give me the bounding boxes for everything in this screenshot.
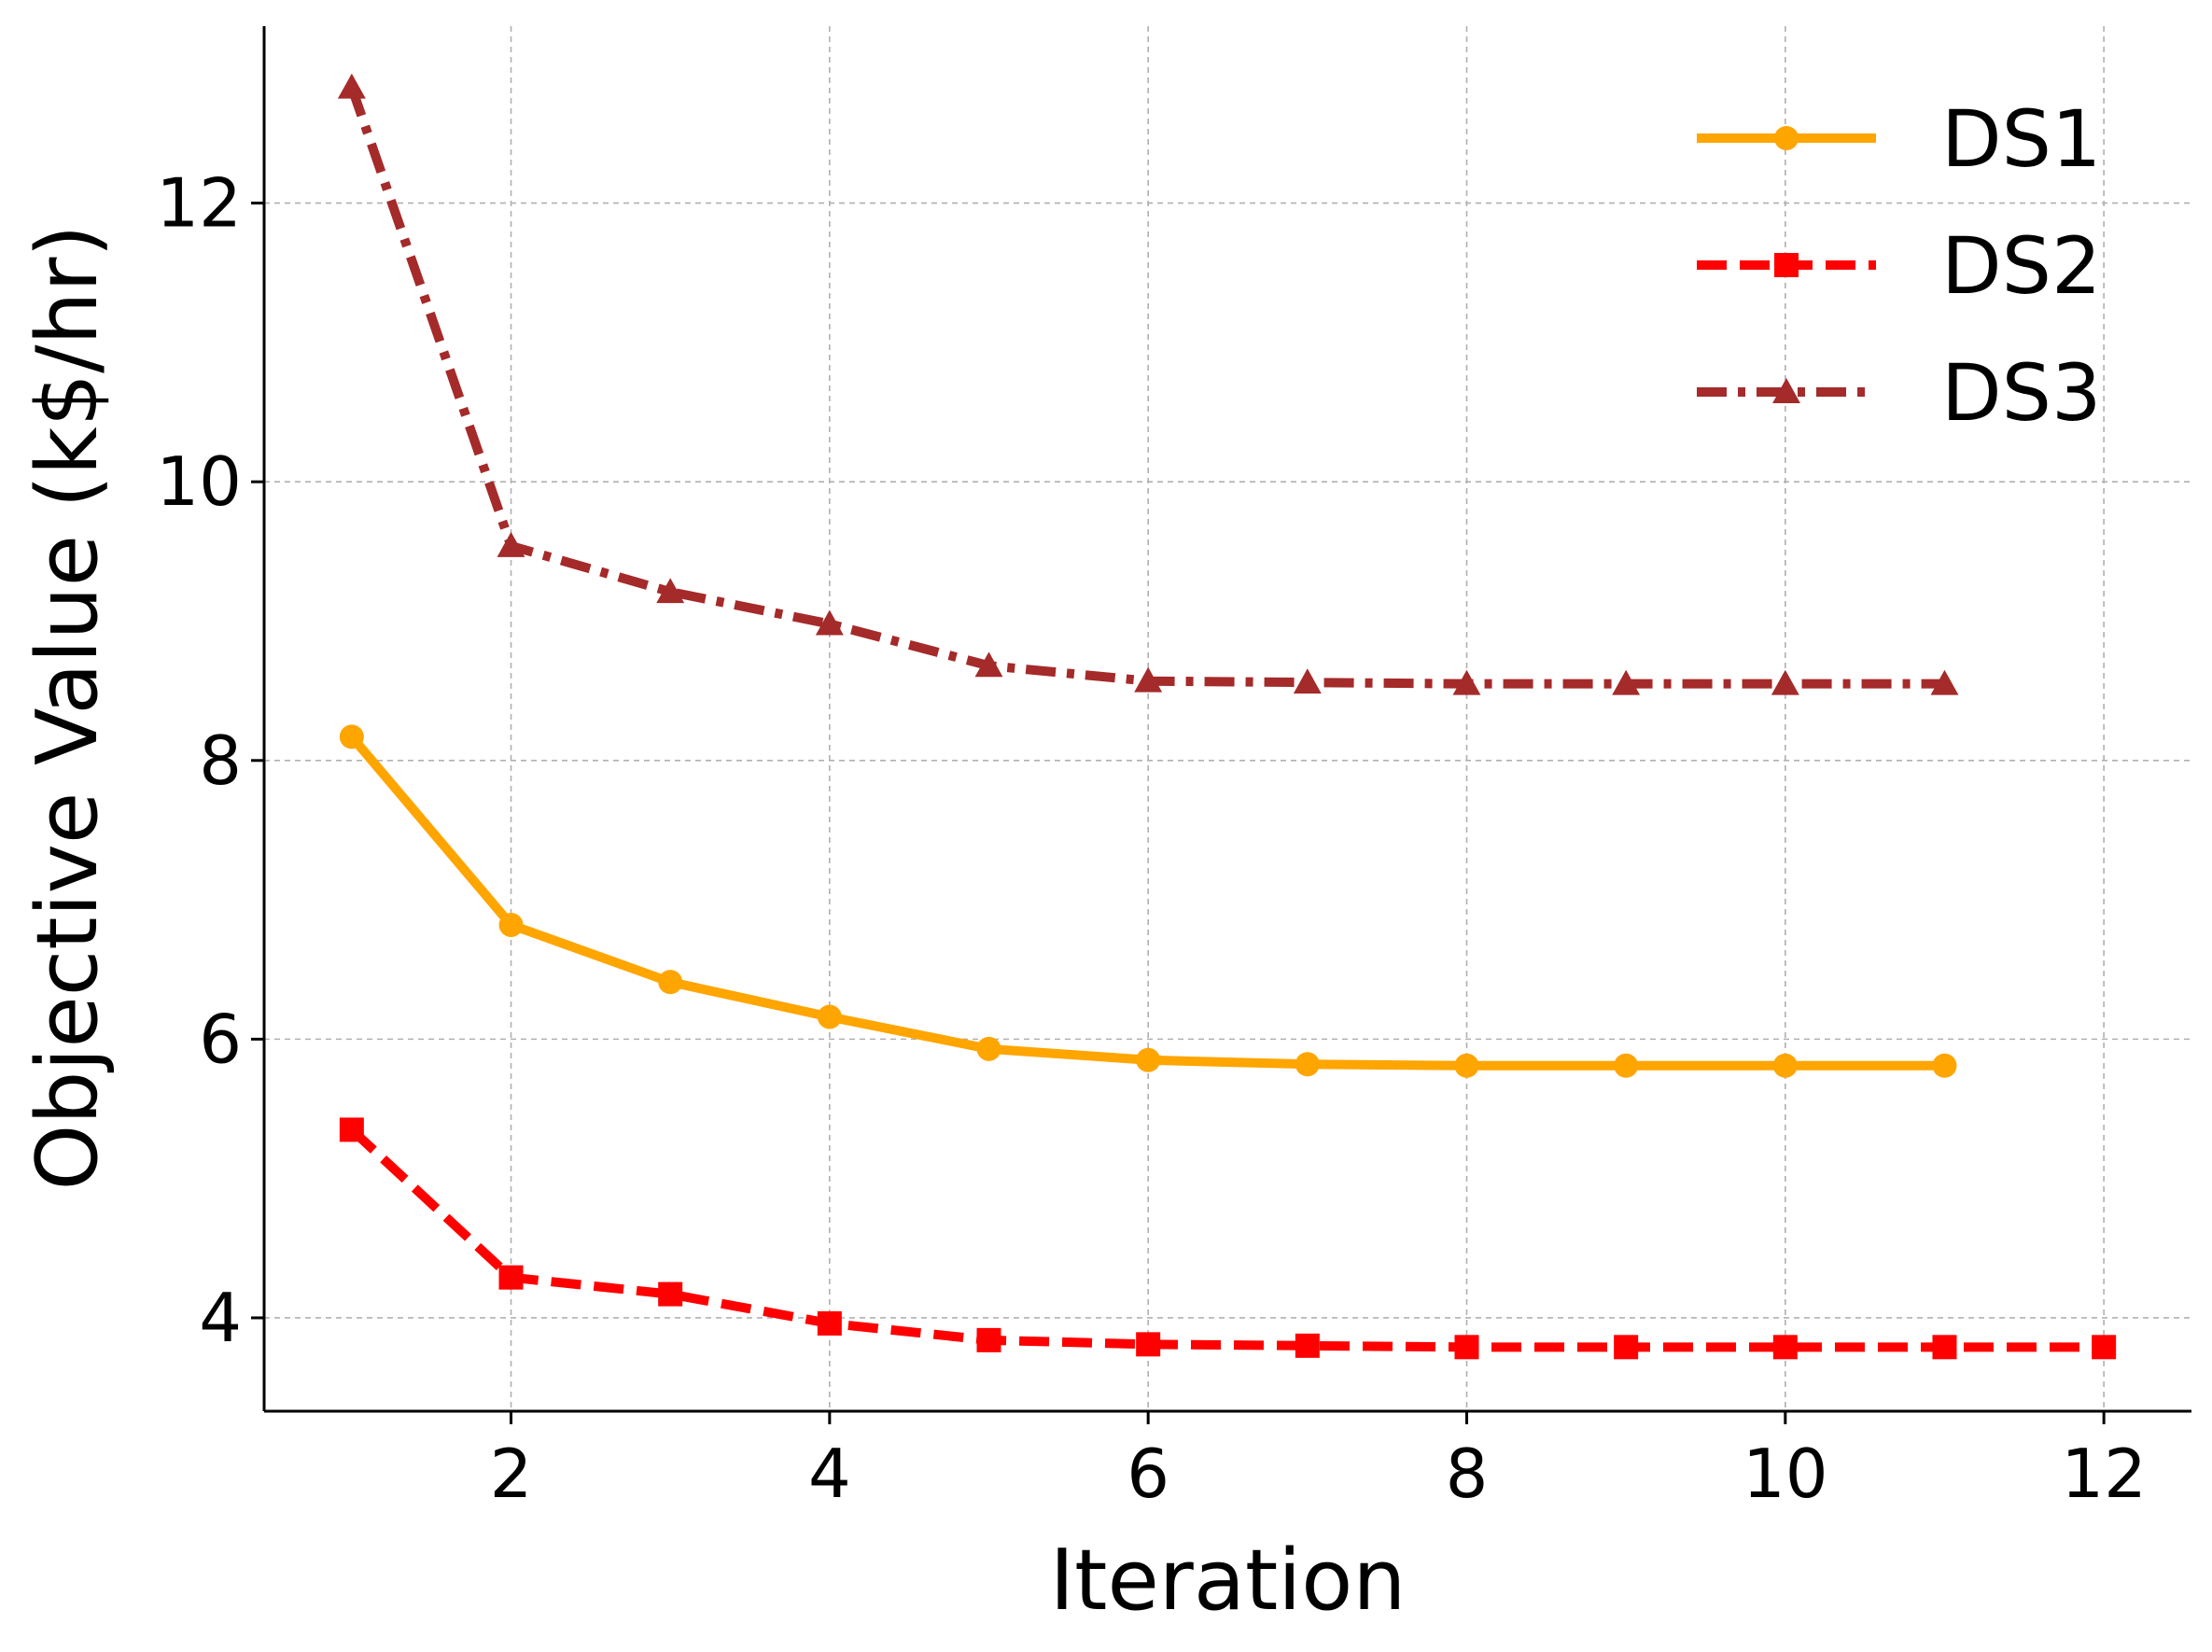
- data-point-ds2: [1772, 1335, 1798, 1360]
- data-point-ds2: [1614, 1335, 1639, 1360]
- series-ds3: [337, 73, 1959, 695]
- data-point-ds1: [658, 970, 683, 995]
- y-tick-label: 4: [199, 1279, 242, 1357]
- legend-marker: [1772, 378, 1800, 403]
- data-point-ds1: [1136, 1047, 1161, 1072]
- data-point-ds1: [976, 1036, 1001, 1061]
- data-point-ds3: [1930, 669, 1959, 695]
- x-tick-label: 10: [1743, 1435, 1828, 1513]
- legend-label: DS2: [1941, 220, 2101, 312]
- series-line-ds2: [348, 1126, 2105, 1352]
- data-point-ds3: [1134, 666, 1163, 693]
- legend-marker: [1774, 126, 1799, 150]
- data-point-ds3: [497, 531, 525, 557]
- y-tick-label: 12: [156, 164, 242, 243]
- data-point-ds1: [817, 1004, 842, 1029]
- data-point-ds1: [1772, 1053, 1798, 1078]
- data-point-ds2: [658, 1281, 683, 1307]
- legend-item-ds3: DS3: [1697, 347, 2101, 439]
- ticks: 2 4 6 8 10 12 4 6 8 10 12: [156, 164, 2147, 1513]
- data-point-ds2: [2092, 1335, 2117, 1360]
- data-point-ds1: [1614, 1053, 1639, 1078]
- data-point-ds1: [339, 724, 364, 749]
- y-tick-label: 6: [199, 1000, 242, 1078]
- data-point-ds2: [498, 1265, 524, 1290]
- data-point-ds2: [1136, 1332, 1161, 1357]
- data-point-ds3: [815, 609, 844, 636]
- data-point-ds3: [1293, 668, 1322, 694]
- legend: DS1 DS2 DS3: [1697, 93, 2101, 439]
- data-point-ds2: [1932, 1335, 1957, 1360]
- legend-item-ds2: DS2: [1697, 220, 2101, 312]
- x-tick-label: 2: [490, 1435, 533, 1513]
- series-ds2: [339, 1117, 2117, 1360]
- data-point-ds2: [1454, 1335, 1479, 1360]
- x-tick-label: 8: [1446, 1435, 1489, 1513]
- legend-item-ds1: DS1: [1697, 93, 2101, 185]
- data-point-ds3: [1452, 669, 1481, 695]
- data-point-ds2: [339, 1117, 364, 1142]
- data-point-ds2: [817, 1310, 842, 1336]
- y-tick-label: 8: [199, 721, 242, 800]
- axes: [262, 26, 2191, 1413]
- legend-label: DS3: [1941, 347, 2101, 439]
- x-tick-label: 4: [808, 1435, 851, 1513]
- data-point-ds3: [337, 73, 366, 99]
- legend-label: DS1: [1941, 93, 2101, 185]
- x-tick-label: 12: [2061, 1435, 2147, 1513]
- data-point-ds3: [656, 578, 685, 604]
- legend-marker: [1774, 253, 1799, 277]
- y-tick-label: 10: [156, 442, 242, 521]
- data-point-ds1: [1932, 1053, 1957, 1078]
- series-layer: [337, 73, 2117, 1360]
- data-point-ds1: [1454, 1053, 1479, 1078]
- data-point-ds1: [498, 912, 524, 937]
- data-point-ds2: [1295, 1333, 1320, 1358]
- x-axis-title: Iteration: [1050, 1532, 1407, 1630]
- x-tick-label: 6: [1127, 1435, 1169, 1513]
- y-axis-title: Objective Value (k$/hr): [19, 224, 117, 1190]
- data-point-ds1: [1295, 1052, 1320, 1077]
- data-point-ds3: [1771, 669, 1799, 695]
- data-point-ds3: [1612, 669, 1641, 695]
- data-point-ds2: [976, 1327, 1001, 1352]
- grid-lines: [264, 26, 2191, 1411]
- data-point-ds3: [974, 651, 1003, 678]
- series-ds1: [339, 724, 1957, 1078]
